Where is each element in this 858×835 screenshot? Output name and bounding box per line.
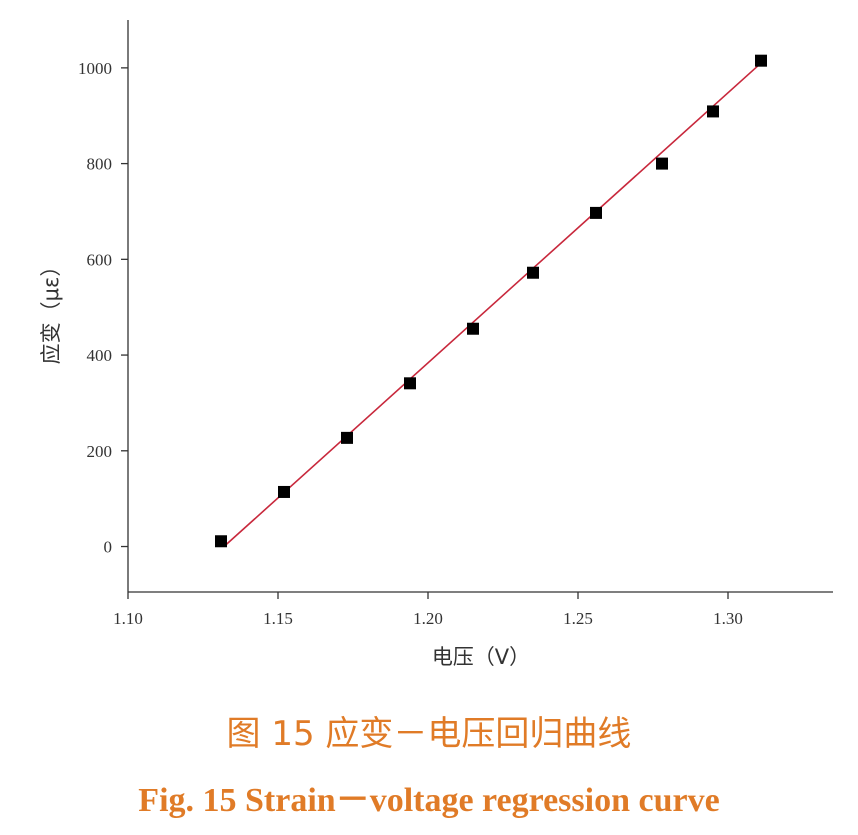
regression-line-group <box>223 62 762 548</box>
data-point <box>707 105 719 118</box>
data-point <box>215 535 227 548</box>
data-point <box>467 322 479 335</box>
x-tick-label: 1.20 <box>413 609 443 628</box>
figure-caption-en: Fig. 15 Strain－voltage regression curve <box>138 782 720 819</box>
x-tick-label: 1.10 <box>113 609 143 628</box>
data-point <box>341 431 353 444</box>
y-tick-label: 400 <box>87 346 113 365</box>
regression-line <box>223 62 762 548</box>
x-tick-label: 1.25 <box>563 609 593 628</box>
y-tick-label: 200 <box>87 442 113 461</box>
x-tick-label: 1.30 <box>713 609 743 628</box>
chart: 1.10 1.15 1.20 1.25 1.30 0 200 400 600 800 1000 电压… <box>39 20 833 669</box>
data-point <box>656 157 668 170</box>
figure-caption-cn: 图 15 应变－电压回归曲线 <box>226 714 632 754</box>
data-point <box>755 54 767 67</box>
y-tick-label: 800 <box>87 155 113 174</box>
y-tick-label: 0 <box>104 538 113 557</box>
axes: 1.10 1.15 1.20 1.25 1.30 0 200 400 600 800 1000 <box>78 20 833 628</box>
x-tick-label: 1.15 <box>263 609 293 628</box>
data-point <box>527 266 539 279</box>
x-axis-label: 电压（V） <box>432 645 530 669</box>
y-axis-label: 应变（με） <box>39 256 63 365</box>
data-point <box>590 206 602 219</box>
data-points <box>215 54 767 548</box>
y-tick-label: 600 <box>87 250 113 269</box>
data-point <box>404 377 416 390</box>
y-tick-label: 1000 <box>78 59 112 78</box>
data-point <box>278 485 290 498</box>
